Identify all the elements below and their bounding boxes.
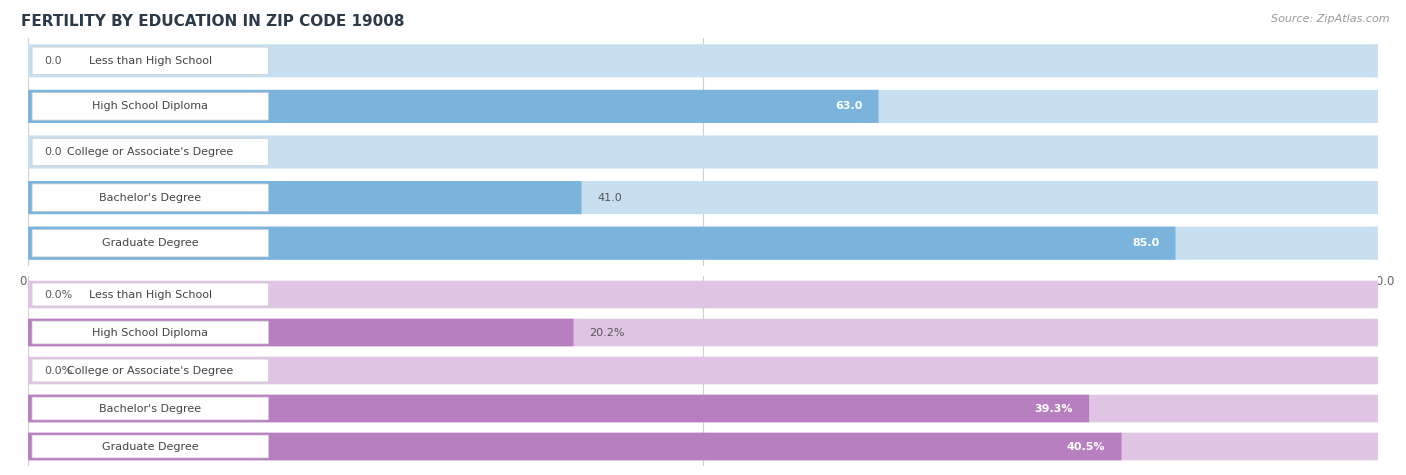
Text: 39.3%: 39.3% xyxy=(1035,403,1073,414)
Text: Bachelor's Degree: Bachelor's Degree xyxy=(100,192,201,203)
FancyBboxPatch shape xyxy=(32,184,269,211)
FancyBboxPatch shape xyxy=(28,181,582,214)
FancyBboxPatch shape xyxy=(28,357,1378,384)
Text: 0.0: 0.0 xyxy=(45,56,62,66)
FancyBboxPatch shape xyxy=(32,93,269,120)
FancyBboxPatch shape xyxy=(28,227,1378,260)
Text: Graduate Degree: Graduate Degree xyxy=(103,238,198,248)
Text: 40.5%: 40.5% xyxy=(1067,441,1105,452)
FancyBboxPatch shape xyxy=(28,433,1378,460)
FancyBboxPatch shape xyxy=(28,395,1378,422)
Text: 0.0: 0.0 xyxy=(45,147,62,157)
FancyBboxPatch shape xyxy=(28,319,574,346)
FancyBboxPatch shape xyxy=(28,433,1122,460)
FancyBboxPatch shape xyxy=(28,227,1175,260)
Text: College or Associate's Degree: College or Associate's Degree xyxy=(67,365,233,376)
Text: Bachelor's Degree: Bachelor's Degree xyxy=(100,403,201,414)
Text: 0.0%: 0.0% xyxy=(45,365,73,376)
Text: Source: ZipAtlas.com: Source: ZipAtlas.com xyxy=(1271,14,1389,24)
Text: Less than High School: Less than High School xyxy=(89,289,212,300)
Text: FERTILITY BY EDUCATION IN ZIP CODE 19008: FERTILITY BY EDUCATION IN ZIP CODE 19008 xyxy=(21,14,405,29)
FancyBboxPatch shape xyxy=(32,229,269,257)
Text: Graduate Degree: Graduate Degree xyxy=(103,441,198,452)
FancyBboxPatch shape xyxy=(32,435,269,458)
FancyBboxPatch shape xyxy=(32,359,269,382)
FancyBboxPatch shape xyxy=(28,44,1378,77)
Text: High School Diploma: High School Diploma xyxy=(93,327,208,338)
FancyBboxPatch shape xyxy=(28,281,1378,308)
FancyBboxPatch shape xyxy=(28,90,879,123)
Text: 85.0: 85.0 xyxy=(1132,238,1159,248)
FancyBboxPatch shape xyxy=(32,283,269,306)
FancyBboxPatch shape xyxy=(32,138,269,166)
Text: 41.0: 41.0 xyxy=(598,192,623,203)
FancyBboxPatch shape xyxy=(28,90,1378,123)
FancyBboxPatch shape xyxy=(32,397,269,420)
Text: High School Diploma: High School Diploma xyxy=(93,101,208,112)
FancyBboxPatch shape xyxy=(28,319,1378,346)
FancyBboxPatch shape xyxy=(28,135,1378,169)
Text: 63.0: 63.0 xyxy=(835,101,862,112)
Text: 0.0%: 0.0% xyxy=(45,289,73,300)
FancyBboxPatch shape xyxy=(28,181,1378,214)
Text: College or Associate's Degree: College or Associate's Degree xyxy=(67,147,233,157)
Text: 20.2%: 20.2% xyxy=(589,327,626,338)
Text: Less than High School: Less than High School xyxy=(89,56,212,66)
FancyBboxPatch shape xyxy=(32,47,269,75)
FancyBboxPatch shape xyxy=(32,321,269,344)
FancyBboxPatch shape xyxy=(28,395,1090,422)
